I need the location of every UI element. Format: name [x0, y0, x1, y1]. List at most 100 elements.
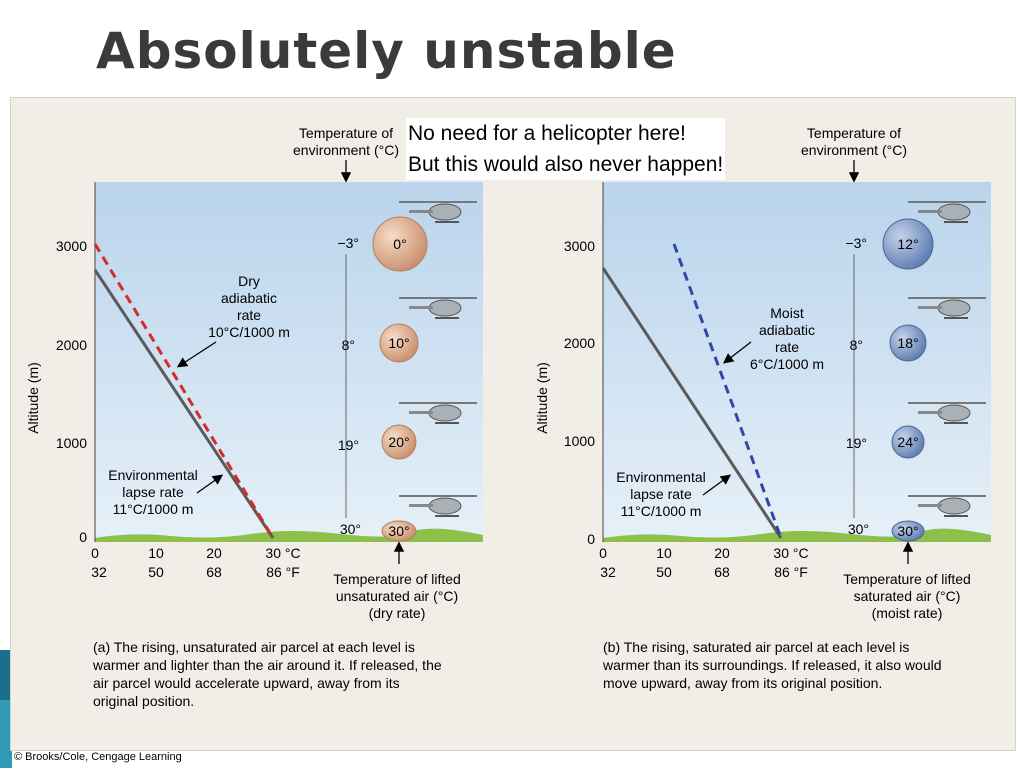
dry-rate-label-1: Dry	[238, 273, 260, 289]
parcel-b-temp-24: 24°	[897, 434, 918, 450]
y-tick-2000: 2000	[56, 337, 87, 353]
helicopter-icon	[399, 201, 477, 223]
slide-edge-decoration-accent	[0, 700, 12, 768]
env-lapse-label-3: 11°C/1000 m	[621, 503, 702, 519]
parcel-a-temp-20: 20°	[388, 434, 409, 450]
env-lapse-label-1: Environmental	[616, 469, 706, 485]
parcel-a-level-2000: 10°	[379, 297, 477, 363]
dry-rate-arrow	[176, 341, 217, 368]
env-temp-label-1: Temperature of	[807, 125, 901, 141]
moist-rate-arrow	[722, 341, 752, 364]
parcel-b-balloon-3	[891, 425, 925, 459]
caption-a-line-4: original position.	[93, 693, 194, 709]
caption-a-line-3: air parcel would accelerate upward, away…	[93, 675, 400, 691]
env-temp-label-1: Temperature of	[299, 125, 393, 141]
moist-rate-label-1: Moist	[770, 305, 804, 321]
env-lapse-label-3: 11°C/1000 m	[113, 501, 194, 517]
env-temp-19: 19°	[338, 437, 359, 453]
env-temp-minus3: −3°	[337, 235, 359, 251]
env-lapse-label-2: lapse rate	[630, 486, 692, 502]
x-tick-f-68: 68	[714, 564, 730, 580]
parcel-a-level-1000: 20°	[381, 402, 477, 460]
env-lapse-label-1: Environmental	[108, 467, 198, 483]
environmental-lapse-line	[93, 269, 275, 539]
helicopter-icon	[399, 297, 477, 319]
y-tick-3000: 3000	[564, 238, 595, 254]
x-tick-c-20: 20	[206, 545, 222, 561]
x-tick-c-10: 10	[148, 545, 164, 561]
parcel-a-balloon-4	[381, 520, 417, 542]
helicopter-icon	[399, 402, 477, 424]
x-tick-f-50: 50	[656, 564, 672, 580]
env-temp-minus3: −3°	[845, 235, 867, 251]
caption-b-line-3: move upward, away from its original posi…	[603, 675, 882, 691]
parcel-a-balloon-1	[372, 216, 428, 272]
environmental-lapse-line	[601, 267, 783, 539]
env-temp-30: 30°	[340, 521, 361, 537]
y-axis-label: Altitude (m)	[534, 362, 550, 434]
lifted-air-label-1: Temperature of lifted	[843, 571, 971, 587]
x-tick-f-86: 86 °F	[774, 564, 808, 580]
parcel-b-temp-18: 18°	[897, 335, 918, 351]
moist-rate-label-3: rate	[775, 339, 799, 355]
env-lapse-arrow	[196, 474, 224, 494]
x-tick-c-30: 30 °C	[773, 545, 808, 561]
parcel-b-balloon-2	[889, 324, 927, 362]
dry-rate-label-3: rate	[237, 307, 261, 323]
stability-diagram: 3000 2000 1000 0 Altitude (m) 0 10 20 30…	[25, 125, 991, 709]
y-axis-label: Altitude (m)	[25, 362, 41, 434]
moist-rate-label-2: adiabatic	[759, 322, 815, 338]
overlay-note-line-1: No need for a helicopter here!	[408, 122, 686, 145]
env-temp-30: 30°	[848, 521, 869, 537]
parcel-b-balloon-1	[882, 218, 934, 270]
parcel-b-level-1000: 24°	[891, 402, 986, 459]
moist-rate-label-4: 6°C/1000 m	[750, 356, 824, 372]
y-tick-0: 0	[79, 529, 87, 545]
env-temp-label-2: environment (°C)	[293, 142, 399, 158]
parcel-a-level-0: 30°	[381, 495, 477, 542]
helicopter-icon	[908, 201, 986, 223]
lifted-air-label-3: (dry rate)	[369, 605, 426, 621]
env-temp-8: 8°	[342, 337, 355, 353]
parcel-b-temp-30: 30°	[897, 523, 918, 539]
y-tick-0: 0	[587, 531, 595, 547]
caption-a-line-2: warmer and lighter than the air around i…	[92, 657, 442, 673]
x-tick-f-86: 86 °F	[266, 564, 300, 580]
x-tick-c-0: 0	[91, 545, 99, 561]
panel-a-ground	[95, 528, 483, 542]
overlay-note: No need for a helicopter here! But this …	[406, 118, 726, 180]
env-temp-label-2: environment (°C)	[801, 142, 907, 158]
panel-b: 3000 2000 1000 0 Altitude (m) 0 10 20 30…	[534, 125, 991, 691]
x-tick-f-32: 32	[600, 564, 616, 580]
parcel-b-level-0: 30°	[891, 495, 986, 542]
panel-b-ground	[603, 528, 991, 542]
parcel-a-balloon-3	[381, 424, 417, 460]
dry-rate-label-4: 10°C/1000 m	[208, 324, 290, 340]
y-tick-1000: 1000	[564, 433, 595, 449]
copyright-notice: © Brooks/Cole, Cengage Learning	[14, 751, 182, 763]
parcel-b-balloon-4	[891, 520, 925, 542]
env-lapse-label-2: lapse rate	[122, 484, 184, 500]
x-tick-c-10: 10	[656, 545, 672, 561]
lifted-air-label-1: Temperature of lifted	[333, 571, 461, 587]
parcel-b-temp-12: 12°	[897, 236, 918, 252]
x-tick-c-0: 0	[599, 545, 607, 561]
overlay-note-line-2: But this would also never happen!	[408, 153, 724, 176]
figure-panel: 3000 2000 1000 0 Altitude (m) 0 10 20 30…	[10, 97, 1016, 751]
lifted-air-label-2: unsaturated air (°C)	[336, 588, 458, 604]
x-tick-c-30: 30 °C	[265, 545, 300, 561]
parcel-b-level-3000: 12°	[882, 201, 986, 270]
env-temp-8: 8°	[850, 337, 863, 353]
parcel-b-level-2000: 18°	[889, 297, 986, 362]
lifted-air-label-2: saturated air (°C)	[854, 588, 961, 604]
moist-adiabatic-line	[672, 243, 783, 539]
x-tick-f-68: 68	[206, 564, 222, 580]
x-tick-f-32: 32	[91, 564, 107, 580]
caption-b-line-1: (b) The rising, saturated air parcel at …	[603, 639, 909, 655]
dry-rate-label-2: adiabatic	[221, 290, 277, 306]
y-tick-3000: 3000	[56, 238, 87, 254]
parcel-a-temp-0: 0°	[393, 236, 406, 252]
y-tick-2000: 2000	[564, 335, 595, 351]
helicopter-icon	[399, 495, 477, 517]
panel-a: 3000 2000 1000 0 Altitude (m) 0 10 20 30…	[25, 125, 483, 709]
